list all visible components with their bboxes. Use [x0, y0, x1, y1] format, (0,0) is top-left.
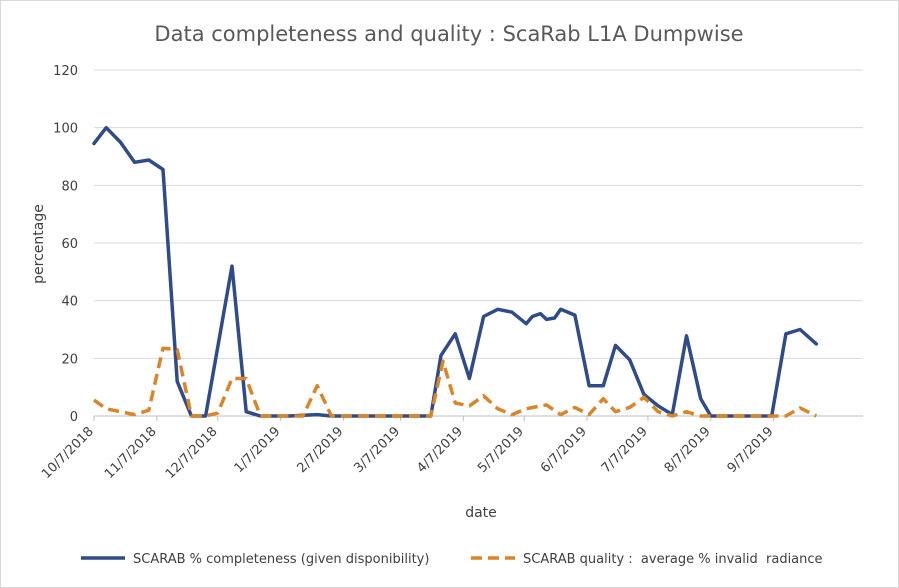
x-tick-label: 4/7/2019 [414, 424, 466, 476]
x-tick-label: 7/7/2019 [599, 424, 651, 476]
series-line-quality [92, 346, 818, 418]
series-line-completeness [92, 125, 819, 418]
x-tick-label: 2/7/2019 [295, 424, 347, 476]
x-tick-label: 12/7/2018 [163, 424, 221, 482]
x-axis-label: date [465, 505, 497, 521]
y-tick-label: 20 [61, 352, 78, 367]
y-tick-label: 60 [61, 237, 78, 252]
x-tick-label: 6/7/2019 [538, 424, 590, 476]
legend-label-quality: SCARAB quality : average % invalid radia… [523, 552, 823, 567]
x-axis-ticks: 10/7/2018 11/7/2018 12/7/2018 1/7/2019 2/7/2… [39, 416, 777, 482]
x-tick-label: 8/7/2019 [662, 424, 714, 476]
legend: SCARAB % completeness (given disponibili… [81, 552, 823, 567]
y-tick-label: 40 [61, 295, 78, 310]
y-axis-label: percentage [31, 204, 47, 284]
x-tick-label: 5/7/2019 [475, 424, 527, 476]
legend-label-completeness: SCARAB % completeness (given disponibili… [133, 552, 429, 567]
gridlines [94, 69, 863, 417]
y-tick-label: 120 [53, 64, 78, 79]
chart-title: Data completeness and quality : ScaRab L… [154, 22, 743, 46]
x-tick-label: 9/7/2019 [725, 424, 777, 476]
y-axis-ticks: 0 20 40 60 80 100 120 [53, 64, 78, 425]
series-lines [92, 125, 819, 418]
x-tick-label: 1/7/2019 [232, 424, 284, 476]
x-tick-label: 11/7/2018 [102, 424, 160, 482]
x-tick-label: 3/7/2019 [351, 424, 403, 476]
y-tick-label: 80 [61, 179, 78, 194]
y-tick-label: 0 [70, 410, 78, 425]
x-tick-label: 10/7/2018 [39, 424, 97, 482]
y-tick-label: 100 [53, 122, 78, 137]
